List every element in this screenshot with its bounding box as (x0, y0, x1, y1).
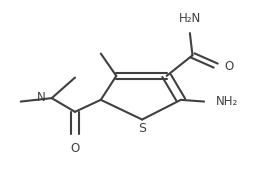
Text: S: S (138, 122, 146, 135)
Text: O: O (70, 142, 80, 155)
Text: NH₂: NH₂ (216, 95, 238, 108)
Text: N: N (37, 91, 45, 104)
Text: O: O (224, 60, 233, 73)
Text: H₂N: H₂N (179, 12, 201, 25)
